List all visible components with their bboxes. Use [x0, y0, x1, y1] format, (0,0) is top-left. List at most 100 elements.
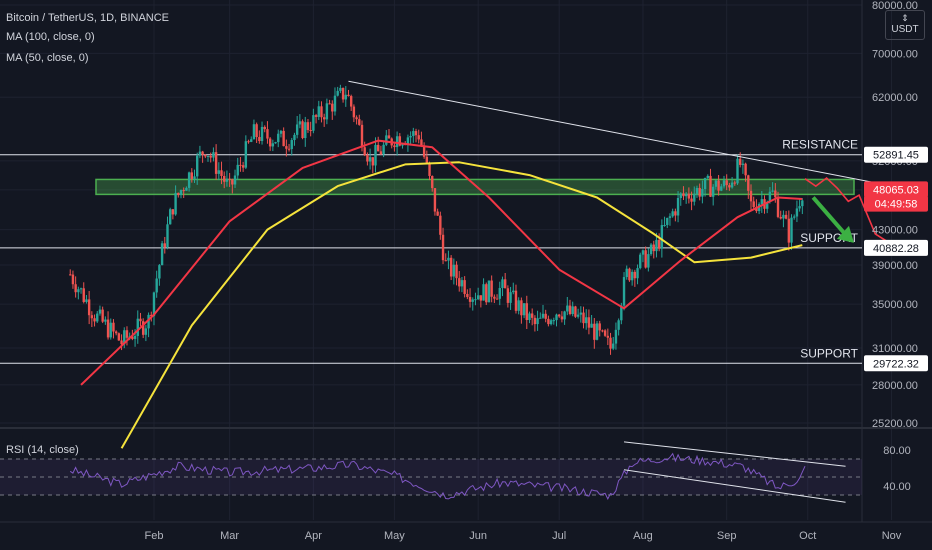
candle-body — [258, 137, 261, 141]
projection-path — [804, 176, 892, 245]
price-tick-label: 80000.00 — [872, 0, 918, 12]
candle-body — [150, 314, 153, 317]
candle-body — [722, 180, 726, 187]
candle-body — [177, 192, 180, 196]
price-scale-icon: ⇕ — [901, 13, 909, 23]
candle-body — [398, 136, 402, 146]
ma50-legend[interactable]: MA (50, close, 0) — [6, 52, 89, 64]
candle-body — [252, 124, 256, 140]
candle-body — [382, 144, 385, 155]
projection-arrow-head — [836, 225, 854, 243]
time-tick-label: Sep — [717, 530, 737, 542]
candle-body — [69, 274, 72, 276]
candle-body — [166, 224, 169, 248]
candle-body — [368, 157, 372, 162]
candle-body — [268, 138, 272, 147]
candle-body — [771, 190, 774, 192]
ma-line — [80, 139, 803, 386]
candle-body — [158, 265, 161, 279]
candle-body — [117, 333, 121, 341]
candle-body — [295, 124, 299, 135]
candle-body — [155, 278, 158, 293]
candle-body — [676, 197, 680, 216]
candle-body — [495, 298, 499, 300]
symbol-title[interactable]: Bitcoin / TetherUS, 1D, BINANCE — [6, 12, 170, 24]
candle-body — [655, 239, 658, 252]
axes: 80000.0070000.0062000.0052000.0048000.00… — [144, 0, 928, 542]
candle-body — [512, 290, 515, 293]
candle-body — [196, 155, 199, 177]
candle-body — [114, 331, 118, 334]
candle-body — [325, 103, 329, 120]
candle-body — [728, 185, 731, 188]
candle-body — [520, 300, 523, 316]
price-badge-label: 40882.28 — [873, 243, 919, 255]
rsi-legend[interactable]: RSI (14, close) — [6, 444, 79, 456]
candle-body — [425, 156, 429, 163]
candle-body — [779, 216, 782, 219]
candle-body — [236, 164, 239, 176]
candle-body — [363, 147, 366, 156]
descending-trendline — [348, 80, 889, 186]
candle-body — [522, 303, 526, 316]
candle-body — [555, 314, 558, 321]
candle-body — [333, 95, 337, 112]
time-tick-label: Jun — [469, 530, 487, 542]
candle-body — [322, 117, 326, 120]
candle-body — [393, 145, 396, 148]
candle-body — [306, 122, 310, 131]
candle-body — [471, 299, 474, 302]
candle-body — [490, 280, 493, 297]
candle-body — [749, 190, 753, 202]
candle-body — [104, 319, 107, 322]
candle-body — [152, 292, 156, 317]
candle-body — [212, 152, 215, 158]
ma100-legend[interactable]: MA (100, close, 0) — [6, 31, 95, 43]
candle-body — [449, 257, 453, 277]
candle-body — [401, 144, 404, 146]
candle-body — [663, 224, 666, 226]
candle-body — [752, 201, 755, 208]
price-tick-label: 31000.00 — [872, 343, 918, 355]
currency-unit-button[interactable]: ⇕ USDT — [885, 10, 925, 40]
candle-body — [244, 141, 248, 168]
candle-body — [714, 180, 718, 187]
candle-body — [304, 122, 307, 139]
candlestick-series — [69, 84, 804, 355]
candle-body — [417, 135, 420, 140]
candle-body — [679, 193, 682, 198]
candle-body — [760, 199, 764, 205]
candle-body — [476, 295, 480, 300]
candle-body — [328, 103, 331, 105]
candle-body — [241, 165, 245, 168]
candle-body — [468, 296, 472, 302]
candle-body — [684, 193, 688, 197]
candle-body — [93, 318, 96, 322]
candle-body — [406, 137, 410, 145]
candle-body — [639, 254, 642, 269]
candle-body — [747, 175, 750, 191]
candle-body — [441, 234, 445, 261]
candle-body — [320, 106, 323, 118]
candle-body — [414, 131, 418, 136]
candle-body — [609, 337, 612, 349]
candle-body — [787, 218, 791, 243]
level-label: SUPPORT — [800, 346, 858, 360]
candle-body — [603, 330, 607, 336]
price-badge — [864, 146, 928, 163]
candle-body — [201, 151, 204, 155]
candle-body — [82, 288, 85, 302]
candle-body — [366, 155, 369, 162]
candle-body — [209, 155, 212, 158]
rsi-channel-line — [623, 469, 846, 503]
candle-body — [720, 186, 723, 191]
candle-body — [593, 323, 596, 340]
candle-body — [487, 280, 491, 303]
candle-body — [460, 280, 464, 287]
candle-body — [125, 330, 129, 338]
candle-body — [168, 209, 172, 225]
candle-body — [671, 211, 674, 217]
candle-body — [379, 151, 383, 155]
